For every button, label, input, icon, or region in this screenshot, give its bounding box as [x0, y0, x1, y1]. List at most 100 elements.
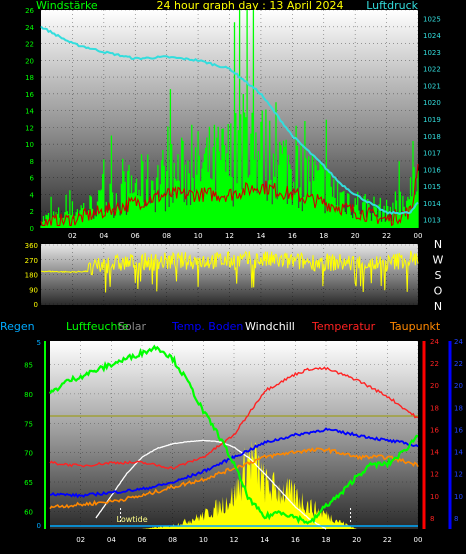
humidity-tick-label: 80 [24, 391, 33, 399]
x-tick-label: 12 [225, 232, 234, 240]
rain-tick-label: 5 [37, 339, 41, 347]
pressure-tick-label: 1014 [423, 200, 441, 208]
lowtide-annotation: Lowtide [117, 515, 148, 524]
compass-label: W [433, 254, 444, 267]
pressure-tick-label: 1018 [423, 133, 441, 141]
temperature-tick-label: 22 [430, 360, 439, 368]
wind-axis-label: Windstärke [36, 0, 98, 12]
pressure-tick-label: 1017 [423, 150, 441, 158]
pressure-tick-label: 1020 [423, 99, 441, 107]
x-tick-label: 20 [352, 536, 361, 544]
wind-tick-label: 6 [30, 175, 35, 183]
temperature-tick-label: 16 [430, 426, 439, 434]
direction-tick-label: 0 [34, 301, 38, 309]
pressure-tick-label: 1023 [423, 49, 441, 57]
wind-tick-label: 10 [25, 141, 34, 149]
wind-tick-label: 16 [25, 91, 34, 99]
solar-series [142, 440, 357, 529]
x-tick-label: 06 [138, 536, 147, 544]
chart-title: 24 hour graph day : 13 April 2024 [157, 0, 344, 12]
direction-tick-label: 270 [25, 257, 38, 265]
pressure-tick-label: 1019 [423, 116, 441, 124]
x-tick-label: 22 [382, 232, 391, 240]
x-tick-label: 16 [291, 536, 300, 544]
pressure-tick-label: 1022 [423, 66, 441, 74]
x-tick-label: 18 [319, 232, 328, 240]
wind-tick-label: 12 [25, 124, 34, 132]
wind-tick-label: 4 [30, 191, 35, 199]
x-tick-label: 00 [414, 536, 423, 544]
wind-tick-label: 18 [25, 74, 34, 82]
x-tick-label: 00 [414, 232, 423, 240]
solar-tick-label: 14 [454, 449, 463, 457]
solar-tick-label: 22 [454, 360, 463, 368]
solar-tick-label: 16 [454, 426, 463, 434]
pressure-tick-label: 1015 [423, 183, 441, 191]
solar-tick-label: 24 [454, 338, 463, 346]
solar-tick-label: 18 [454, 404, 463, 412]
legend-luftfeuchte: Luftfeuchte [66, 320, 129, 333]
wind-tick-label: 20 [25, 57, 34, 65]
compass-label: S [435, 269, 442, 282]
pressure-tick-label: 1025 [423, 15, 441, 23]
humidity-tick-label: 85 [24, 362, 33, 370]
x-tick-label: 12 [230, 536, 239, 544]
wind-average-series [40, 164, 419, 227]
legend-temperatur: Temperatur [311, 320, 376, 333]
temperature-series [49, 366, 419, 470]
dewpoint-series [49, 447, 419, 510]
x-tick-label: 10 [199, 536, 208, 544]
x-tick-label: 14 [256, 232, 265, 240]
legend-regen: Regen [0, 320, 35, 333]
x-tick-label: 22 [383, 536, 392, 544]
x-tick-label: 10 [194, 232, 203, 240]
temperature-tick-label: 14 [430, 449, 439, 457]
x-tick-label: 02 [76, 536, 85, 544]
climate-panel: 60 65 70 75 80 85 0 5 8 10 12 14 16 18 20 22 24 8 10 12 14 16… [24, 338, 463, 544]
humidity-tick-label: 60 [24, 508, 33, 516]
pressure-tick-label: 1024 [423, 32, 441, 40]
x-tick-label: 08 [168, 536, 177, 544]
direction-tick-label: 90 [29, 286, 38, 294]
x-tick-label: 04 [99, 232, 108, 240]
wind-tick-label: 2 [30, 208, 34, 216]
wind-tick-label: 14 [25, 108, 34, 116]
pressure-series [40, 25, 419, 215]
temperature-tick-label: 8 [430, 515, 434, 523]
wind-tick-label: 24 [25, 24, 34, 32]
humidity-tick-label: 75 [24, 420, 33, 428]
x-tick-label: 16 [288, 232, 297, 240]
solar-tick-label: 20 [454, 382, 463, 390]
wind-tick-label: 0 [30, 225, 34, 233]
x-tick-label: 04 [107, 536, 116, 544]
x-tick-label: 20 [351, 232, 360, 240]
x-tick-label: 02 [68, 232, 77, 240]
wind-tick-label: 22 [25, 41, 34, 49]
direction-tick-label: 360 [25, 242, 38, 250]
temperature-tick-label: 18 [430, 404, 439, 412]
solar-tick-label: 12 [454, 471, 463, 479]
x-tick-label: 14 [260, 536, 269, 544]
temperature-tick-label: 12 [430, 471, 439, 479]
humidity-tick-label: 70 [24, 450, 33, 458]
direction-tick-label: 180 [25, 272, 38, 280]
compass-label: N [434, 300, 442, 313]
legend-solar: Solar [118, 320, 147, 333]
windchill-series [95, 439, 327, 530]
pressure-axis-label: Luftdruck [366, 0, 418, 12]
rain-tick-label: 0 [37, 522, 41, 530]
humidity-series [49, 344, 419, 525]
x-tick-label: 18 [322, 536, 331, 544]
temperature-tick-label: 10 [430, 493, 439, 501]
temperature-tick-label: 20 [430, 382, 439, 390]
pressure-tick-label: 1013 [423, 217, 441, 225]
pressure-tick-label: 1016 [423, 166, 441, 174]
x-tick-label: 08 [162, 232, 171, 240]
solar-tick-label: 8 [454, 515, 458, 523]
wind-tick-label: 26 [25, 7, 34, 15]
legend-taupunkt: Taupunkt [389, 320, 441, 333]
